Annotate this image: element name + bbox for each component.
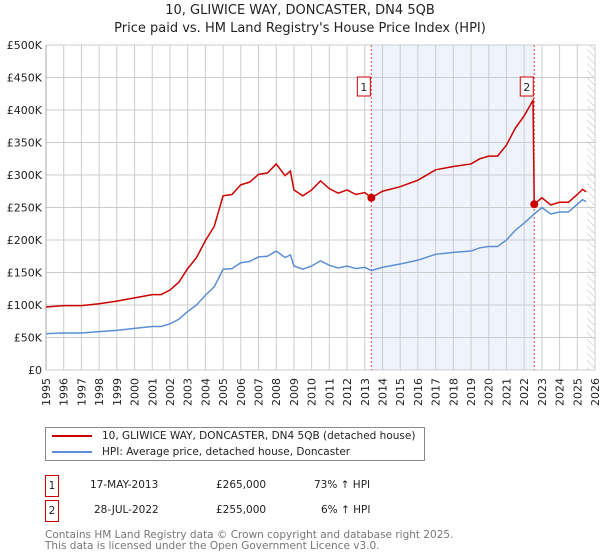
- legend: 10, GLIWICE WAY, DONCASTER, DN4 5QB (det…: [45, 427, 425, 461]
- x-tick-label: 2008: [270, 378, 283, 406]
- chart-title: 10, GLIWICE WAY, DONCASTER, DN4 5QB: [165, 3, 435, 18]
- y-tick-label: £300K: [7, 169, 43, 182]
- sale-row-2: 2 28-JUL-2022 £255,000 6% ↑ HPI: [45, 500, 445, 522]
- x-tick-label: 2000: [129, 378, 142, 406]
- y-tick-label: £150K: [7, 267, 43, 280]
- x-tick-label: 2012: [341, 378, 354, 406]
- y-tick-label: £350K: [7, 137, 43, 150]
- sale-badge: [519, 76, 534, 97]
- sale-date: 17-MAY-2013: [90, 479, 159, 491]
- legend-label-property: 10, GLIWICE WAY, DONCASTER, DN4 5QB (det…: [102, 430, 416, 442]
- x-tick-label: 1998: [93, 378, 106, 406]
- footer: Contains HM Land Registry data © Crown c…: [45, 530, 453, 552]
- y-tick-label: £500K: [7, 39, 43, 52]
- sale-row-1: 1 17-MAY-2013 £265,000 73% ↑ HPI: [45, 475, 445, 497]
- x-tick-label: 2025: [571, 378, 584, 406]
- sale-marker-label: 2: [45, 500, 59, 522]
- x-tick-label: 2016: [412, 378, 425, 406]
- legend-swatch-property: [52, 435, 92, 437]
- footer-line-1: Contains HM Land Registry data © Crown c…: [45, 529, 454, 541]
- x-tick-label: 2026: [589, 378, 600, 406]
- plot-area: 1995 1996 1997 1998 1999 2000 2001 2002 2003 2004…: [7, 39, 600, 406]
- y-tick-label: £200K: [7, 234, 43, 247]
- sale-point: [367, 193, 376, 202]
- hpi-line: [45, 198, 587, 335]
- y-tick-label: £400K: [7, 104, 43, 117]
- x-tick-label: 1995: [40, 378, 53, 406]
- x-tick-label: 2009: [288, 378, 301, 406]
- x-tick-label: 2022: [518, 378, 531, 406]
- sale-badge: [356, 76, 371, 97]
- x-tick-label: 2010: [306, 378, 319, 406]
- x-tick-label: 2006: [235, 378, 248, 406]
- x-tick-label: 1997: [75, 378, 88, 406]
- x-tick-label: 2007: [253, 378, 266, 406]
- sale-price: £265,000: [216, 479, 267, 491]
- sale-point: [530, 200, 539, 209]
- sale-badge-label: 2: [523, 81, 530, 94]
- y-tick-label: £250K: [7, 202, 43, 215]
- x-tick-label: 2004: [199, 378, 212, 406]
- x-tick-label: 2020: [483, 378, 496, 406]
- x-tick-label: 2023: [536, 378, 549, 406]
- y-tick-label: £50K: [14, 332, 43, 345]
- x-tick-label: 1996: [58, 378, 71, 406]
- x-tick-label: 2017: [430, 378, 443, 406]
- sale-badge-label: 1: [360, 81, 367, 94]
- x-tick-label: 2013: [359, 378, 372, 406]
- sale-price: £255,000: [216, 504, 267, 516]
- x-tick-label: 2019: [465, 378, 478, 406]
- footer-line-2: This data is licensed under the Open Gov…: [45, 540, 380, 552]
- x-tick-label: 2001: [146, 378, 159, 406]
- sale-date: 28-JUL-2022: [94, 504, 159, 516]
- property-price-line: [45, 97, 587, 308]
- sale-hpi-diff: 6% ↑ HPI: [321, 504, 371, 516]
- x-tick-label: 2002: [164, 378, 177, 406]
- x-tick-label: 2014: [376, 378, 389, 406]
- x-tick-label: 2024: [554, 378, 567, 406]
- x-tick-label: 2015: [394, 378, 407, 406]
- y-tick-label: £100K: [7, 299, 43, 312]
- sale-hpi-diff: 73% ↑ HPI: [314, 479, 371, 491]
- x-tick-label: 2003: [182, 378, 195, 406]
- legend-label-hpi: HPI: Average price, detached house, Donc…: [102, 446, 351, 458]
- chart-subtitle: Price paid vs. HM Land Registry's House …: [114, 21, 486, 36]
- x-tick-label: 2018: [447, 378, 460, 406]
- legend-swatch-hpi: [52, 451, 92, 453]
- sale-marker-label: 1: [45, 475, 59, 497]
- x-tick-label: 2005: [217, 378, 230, 406]
- x-tick-label: 2021: [500, 378, 513, 406]
- y-tick-label: £0: [28, 364, 42, 377]
- x-tick-label: 2011: [323, 378, 336, 406]
- y-tick-label: £450K: [7, 72, 43, 85]
- x-tick-label: 1999: [111, 378, 124, 406]
